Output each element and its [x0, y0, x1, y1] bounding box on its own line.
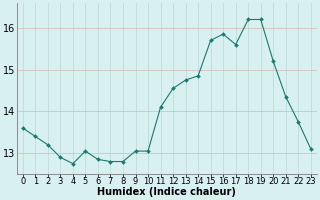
X-axis label: Humidex (Indice chaleur): Humidex (Indice chaleur): [97, 187, 236, 197]
